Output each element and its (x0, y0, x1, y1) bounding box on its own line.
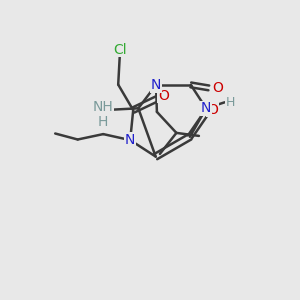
Text: H: H (226, 96, 236, 109)
Text: O: O (158, 89, 169, 103)
Text: NH: NH (93, 100, 114, 114)
Text: N: N (201, 101, 211, 115)
Text: Cl: Cl (113, 43, 127, 56)
Text: H: H (98, 115, 108, 129)
Text: N: N (151, 78, 161, 92)
Text: O: O (212, 81, 223, 95)
Text: O: O (207, 103, 218, 117)
Text: N: N (125, 133, 135, 147)
